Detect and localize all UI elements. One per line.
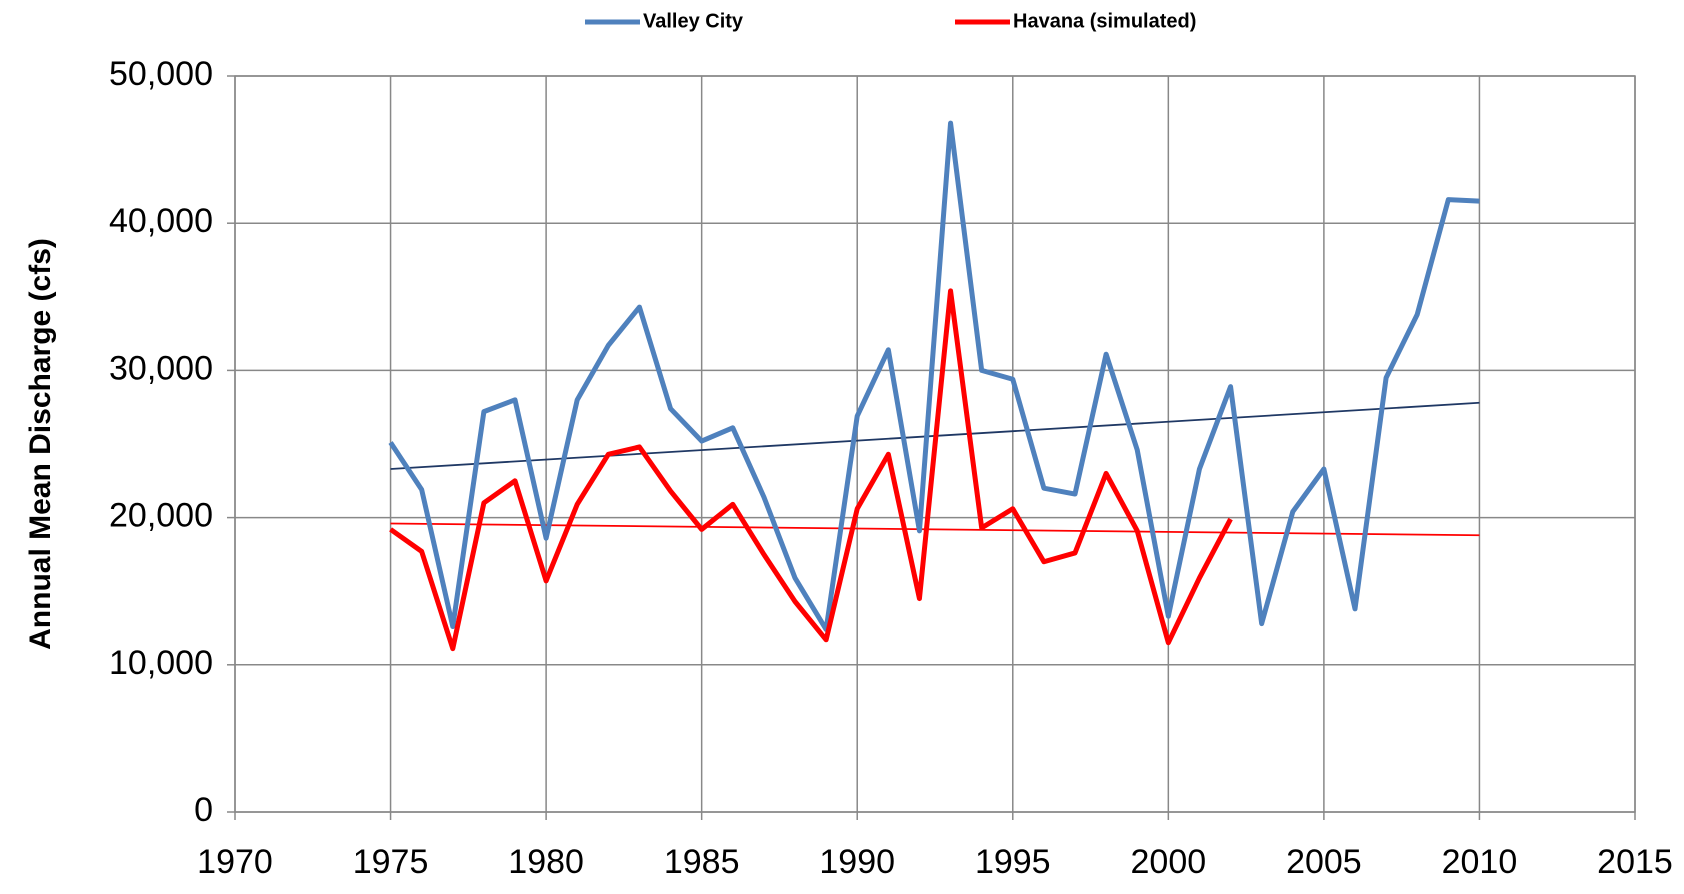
x-tick-label: 1975 xyxy=(353,843,429,881)
series-line xyxy=(389,288,1233,652)
plot-frame xyxy=(234,75,1636,813)
x-tick-label: 1990 xyxy=(819,843,895,881)
x-tick-label: 2005 xyxy=(1286,843,1362,881)
x-tick-label: 1980 xyxy=(508,843,584,881)
legend-label: Havana (simulated) xyxy=(1013,10,1196,32)
legend-label: Valley City xyxy=(643,10,744,32)
y-tick-label: 50,000 xyxy=(109,55,213,93)
series-line xyxy=(388,120,1480,632)
y-tick-label: 10,000 xyxy=(109,644,213,682)
y-tick-label: 40,000 xyxy=(109,202,213,240)
y-tick-label: 30,000 xyxy=(109,349,213,387)
y-axis-title: Annual Mean Discharge (cfs) xyxy=(24,238,57,650)
x-tick-label: 2015 xyxy=(1597,843,1673,881)
x-tick-label: 2010 xyxy=(1442,843,1518,881)
x-tick-label: 1995 xyxy=(975,843,1051,881)
y-tick-label: 20,000 xyxy=(109,497,213,535)
x-tick-label: 1970 xyxy=(197,843,273,881)
x-tick-label: 2000 xyxy=(1131,843,1207,881)
trendline xyxy=(390,522,1480,537)
x-tick-label: 1985 xyxy=(664,843,740,881)
y-tick-label: 0 xyxy=(194,791,213,829)
